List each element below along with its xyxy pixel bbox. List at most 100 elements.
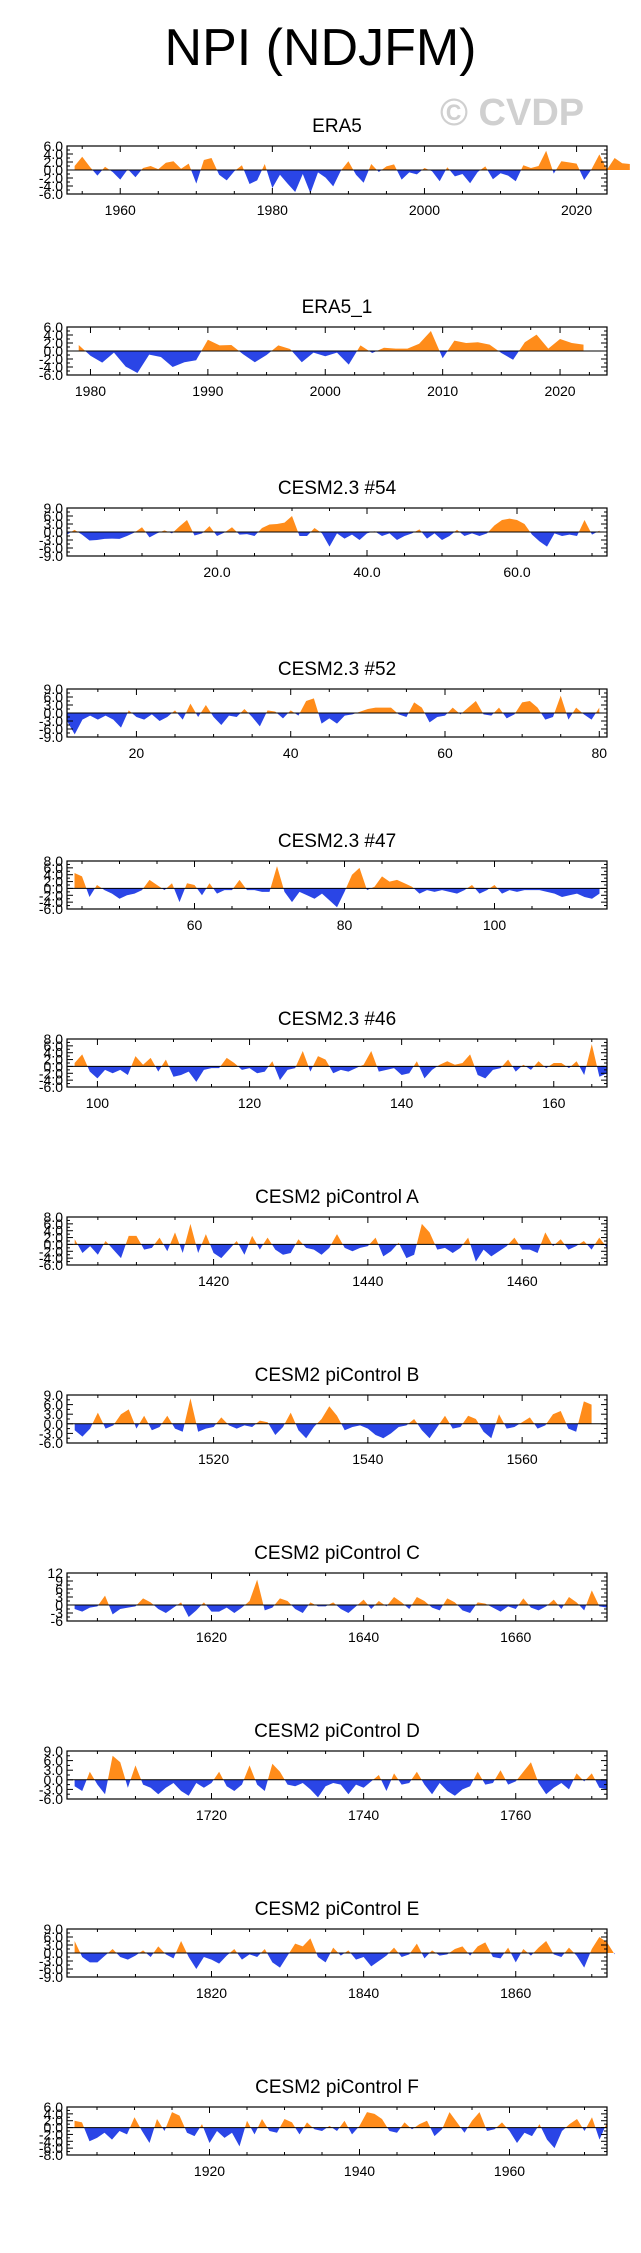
y-tick-label: 6.0	[44, 508, 64, 524]
y-tick-label: 9.0	[44, 1743, 64, 1759]
y-tick-label: 6.0	[44, 319, 64, 335]
positive-area	[74, 150, 630, 170]
x-tick-label: 1980	[257, 202, 288, 218]
y-tick-label: 2.0	[44, 1052, 64, 1068]
x-tick-label: 1860	[500, 1985, 531, 2001]
y-tick-label: 0.0	[44, 1945, 64, 1961]
y-tick-label: 4.0	[44, 1223, 64, 1239]
positive-area	[78, 331, 584, 351]
x-tick-label: 1620	[196, 1629, 227, 1645]
x-tick-label: 160	[542, 1095, 566, 1111]
y-tick-label: 3.0	[44, 1762, 64, 1778]
panel-3: CESM2.3 #54 -9.0-6.0-3.00.03.06.09.0 20.0 4…	[39, 478, 608, 580]
panel-title: ERA5	[312, 116, 362, 137]
x-tick-label: 1920	[194, 2163, 225, 2179]
x-tick-label: 60	[187, 917, 203, 933]
positive-area	[74, 2112, 607, 2128]
y-tick-label: 6.0	[44, 2099, 64, 2115]
positive-area	[74, 1223, 607, 1245]
x-tick-label: 1980	[75, 383, 106, 399]
plot-frame	[66, 1572, 608, 1622]
y-tick-label: -2.0	[39, 1065, 63, 1081]
y-tick-label: 0.0	[44, 524, 64, 540]
y-tick-label: 0.0	[44, 2120, 64, 2136]
y-tick-label: 2.0	[44, 1230, 64, 1246]
positive-area	[67, 695, 600, 713]
y-tick-label: -4.0	[39, 2133, 63, 2149]
y-tick-label: -4.0	[39, 359, 63, 375]
x-tick-label: 1840	[348, 1985, 379, 2001]
x-tick-label: 1990	[192, 383, 223, 399]
panel-title: CESM2.3 #52	[278, 659, 396, 680]
y-tick-label: -4.0	[39, 1250, 63, 1266]
panel-title: CESM2.3 #46	[278, 1009, 396, 1030]
x-tick-label: 2020	[561, 202, 592, 218]
panel-8: CESM2 piControl B -6.0-3.00.03.06.09.0 152…	[39, 1365, 608, 1467]
y-tick-label: -6.0	[39, 1257, 63, 1273]
y-tick-label: 8.0	[44, 1031, 64, 1047]
y-tick-label: -6.0	[39, 901, 63, 917]
y-tick-label: -6.0	[39, 1435, 63, 1451]
y-tick-label: 4.0	[44, 327, 64, 343]
x-tick-label: 120	[238, 1095, 262, 1111]
x-tick-label: 20	[129, 745, 145, 761]
panel-5: CESM2.3 #47 -6.0-4.0-2.00.02.04.06.08.0 60…	[39, 831, 608, 933]
y-tick-label: 2.0	[44, 2113, 64, 2129]
y-tick-label: 6	[55, 1581, 63, 1597]
cvdp-watermark: © CVDP	[440, 92, 585, 134]
y-tick-label: 6.0	[44, 1753, 64, 1769]
y-tick-label: -2.0	[39, 351, 63, 367]
x-tick-label: 100	[483, 917, 507, 933]
x-tick-label: 60.0	[503, 564, 530, 580]
panel-title: CESM2 piControl C	[254, 1543, 420, 1564]
y-tick-label: 6.0	[44, 1216, 64, 1232]
y-tick-label: 9	[55, 1573, 63, 1589]
y-tick-label: 9.0	[44, 1921, 64, 1937]
y-tick-label: 4.0	[44, 2106, 64, 2122]
y-tick-label: -3.0	[39, 713, 63, 729]
positive-area	[74, 1937, 615, 1953]
y-tick-label: 6.0	[44, 1397, 64, 1413]
x-tick-label: 1960	[105, 202, 136, 218]
y-tick-label: 8.0	[44, 853, 64, 869]
y-tick-label: 2.0	[44, 335, 64, 351]
positive-area	[67, 516, 600, 532]
y-tick-label: 9.0	[44, 1387, 64, 1403]
y-tick-label: -8.0	[39, 2147, 63, 2163]
y-tick-label: 6.0	[44, 1038, 64, 1054]
positive-area	[74, 1044, 608, 1067]
y-tick-label: -6.0	[39, 367, 63, 383]
x-tick-label: 40	[283, 745, 299, 761]
x-tick-label: 40.0	[353, 564, 380, 580]
x-tick-label: 1460	[507, 1273, 538, 1289]
y-tick-label: 8.0	[44, 1209, 64, 1225]
y-tick-label: 2.0	[44, 874, 64, 890]
y-tick-label: 6.0	[44, 860, 64, 876]
positive-area	[74, 1579, 608, 1605]
x-tick-label: 1440	[352, 1273, 383, 1289]
y-tick-label: 6.0	[44, 689, 64, 705]
negative-area	[67, 713, 600, 735]
y-tick-label: -4.0	[39, 1072, 63, 1088]
positive-area	[74, 1398, 592, 1424]
y-tick-label: 0.0	[44, 1236, 64, 1252]
y-tick-label: -6.0	[39, 1079, 63, 1095]
x-tick-label: 60	[437, 745, 453, 761]
y-tick-label: -9.0	[39, 1969, 63, 1985]
y-tick-label: 0.0	[44, 1416, 64, 1432]
x-tick-label: 1660	[500, 1629, 531, 1645]
y-tick-label: 4.0	[44, 146, 64, 162]
x-tick-label: 20.0	[203, 564, 230, 580]
negative-area	[74, 170, 630, 194]
y-tick-label: -2.0	[39, 2126, 63, 2142]
y-tick-label: -6.0	[39, 721, 63, 737]
negative-area	[78, 351, 584, 373]
panel-2: ERA5_1 -6.0-4.0-2.00.02.04.06.0 1980 1990 20…	[39, 297, 608, 399]
negative-area	[74, 1953, 615, 1969]
panel-4: CESM2.3 #52 -9.0-6.0-3.00.03.06.09.0 20 40 6…	[39, 659, 608, 761]
y-tick-label: 0.0	[44, 162, 64, 178]
y-tick-label: -3	[51, 1605, 64, 1621]
x-tick-label: 80	[591, 745, 607, 761]
x-tick-label: 1520	[198, 1451, 229, 1467]
